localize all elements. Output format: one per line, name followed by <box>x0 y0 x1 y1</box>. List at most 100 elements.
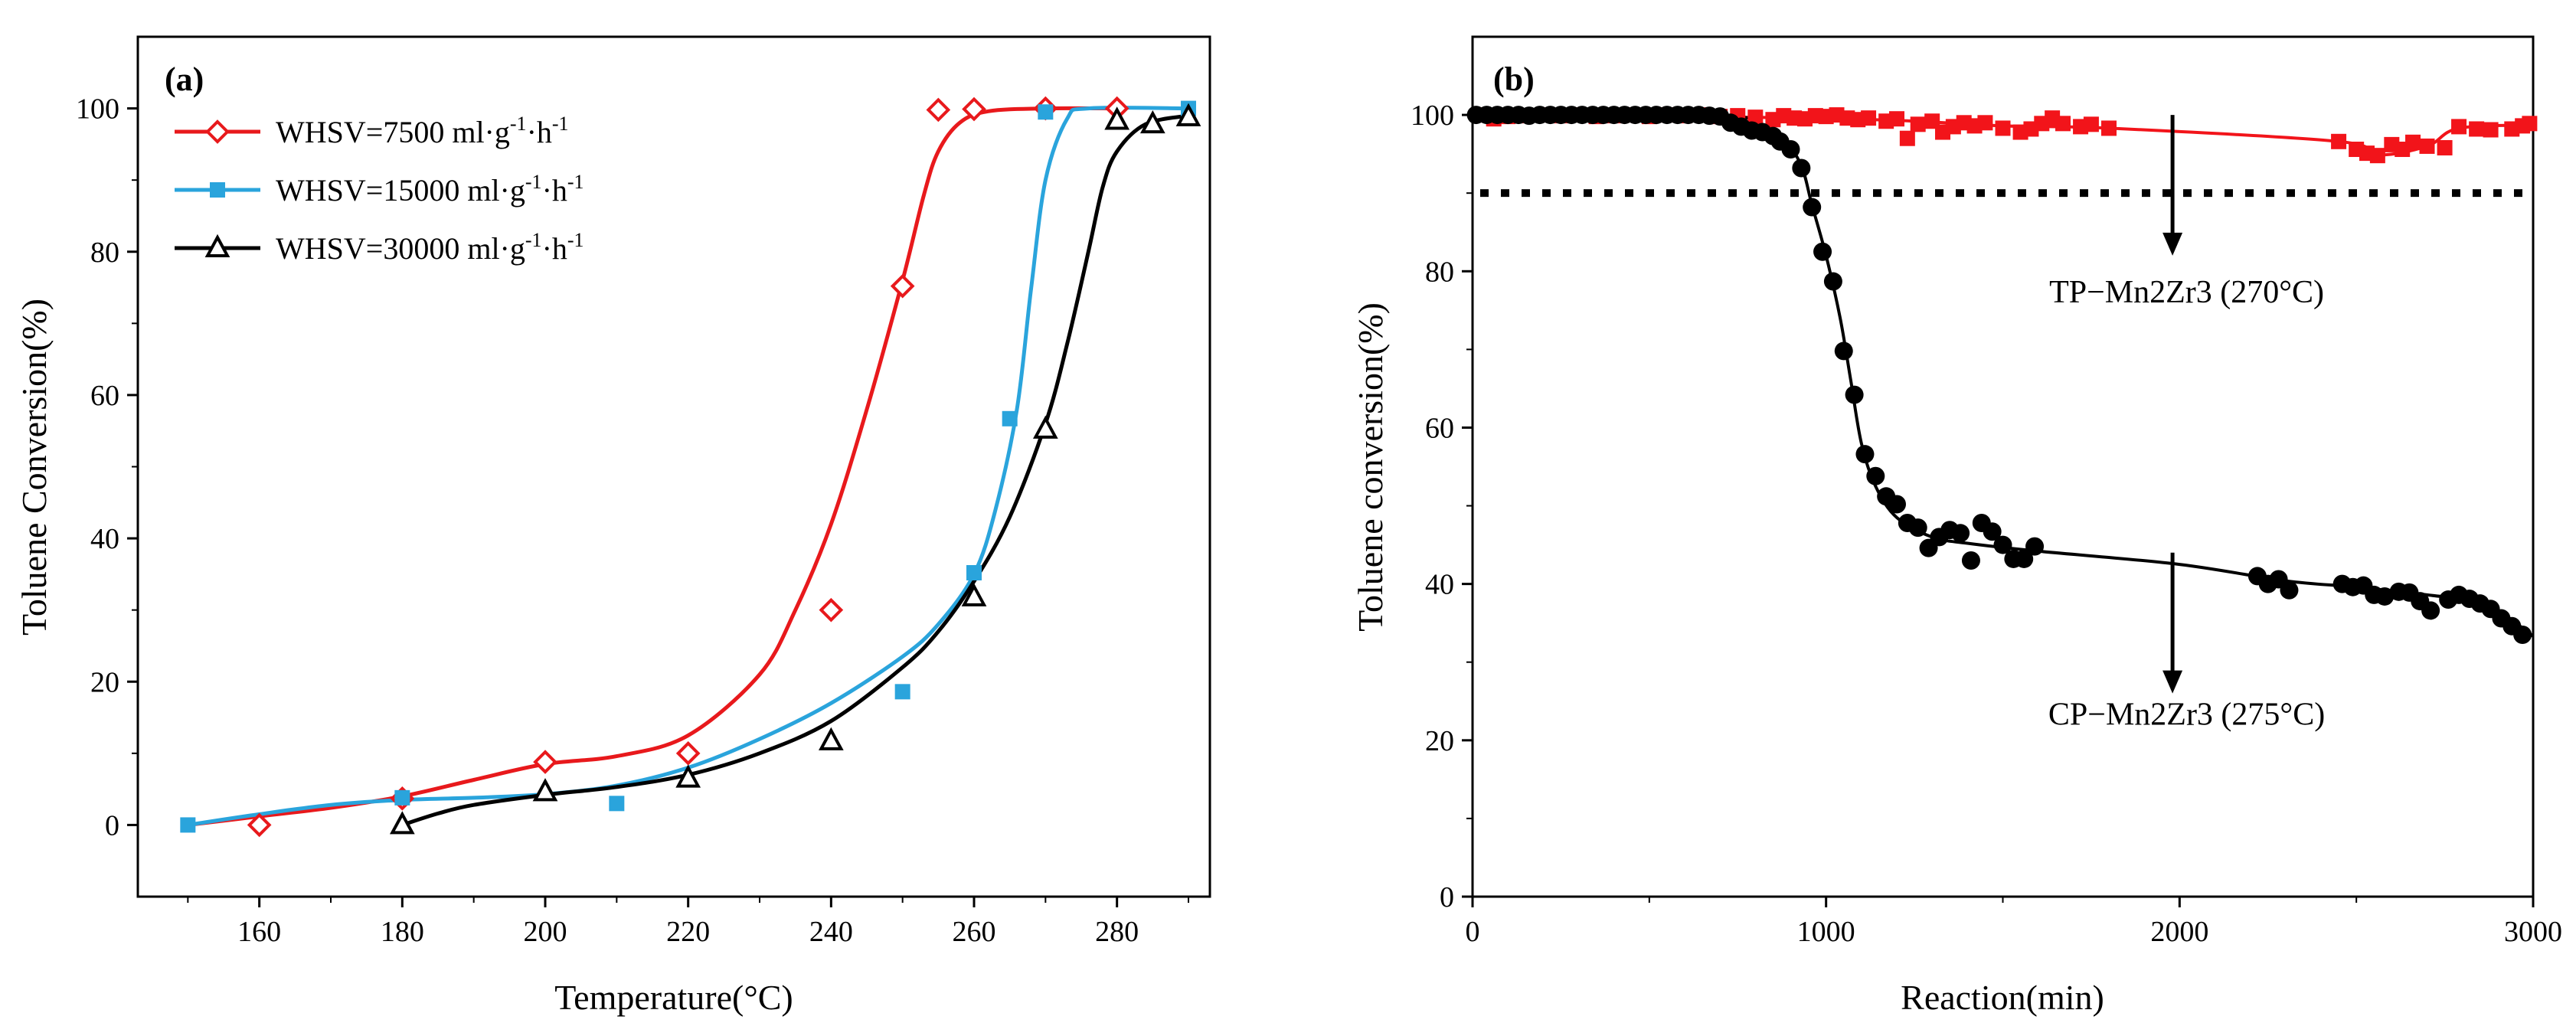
chart-panel-b: 0 1000 2000 3000 0 20 40 60 80 100 TP−Mn2Zr3 (270… <box>1351 35 2562 1017</box>
data-point <box>1803 198 1822 217</box>
data-point <box>2025 537 2045 556</box>
data-point <box>1993 535 2012 554</box>
series-line <box>187 106 1117 827</box>
x-tick-label: 2000 <box>2150 916 2208 948</box>
x-tick-label: 1000 <box>1797 916 1855 948</box>
data-point <box>890 273 915 299</box>
legend-label: WHSV=30000 ml·g-1·h-1 <box>276 229 584 266</box>
data-point <box>2101 120 2117 136</box>
series-line <box>401 113 1189 827</box>
data-point <box>1175 103 1201 126</box>
data-markers-a <box>180 96 1201 838</box>
y-tick-label: 0 <box>105 809 119 842</box>
data-point <box>180 817 196 833</box>
data-point <box>1951 524 1970 543</box>
data-point <box>1104 106 1130 130</box>
y-axis-label-a: Toluene Conversion(%) <box>15 299 54 636</box>
data-point <box>818 727 844 750</box>
data-point <box>2083 116 2099 132</box>
y-tick-label: 80 <box>90 237 119 269</box>
data-point <box>2483 122 2499 138</box>
annotation-label: CP−Mn2Zr3 (275°C) <box>2048 697 2325 732</box>
x-tick-label: 3000 <box>2504 916 2562 948</box>
data-point <box>2280 580 2299 600</box>
data-point <box>1888 495 1906 514</box>
data-point <box>894 684 910 700</box>
y-tick-label: 20 <box>1425 725 1454 757</box>
data-point <box>1861 110 1877 126</box>
data-point <box>205 119 230 144</box>
data-point <box>819 597 844 623</box>
data-point <box>2419 138 2435 154</box>
data-point <box>926 97 951 123</box>
x-axis-label-a: Temperature(°C) <box>554 978 793 1017</box>
data-point <box>204 234 230 257</box>
data-point <box>966 565 982 581</box>
data-point <box>389 811 415 835</box>
data-point <box>1889 111 1904 127</box>
data-point <box>609 796 625 812</box>
data-point <box>1910 116 1926 132</box>
data-point <box>2437 139 2453 155</box>
data-point <box>1855 445 1875 464</box>
data-point <box>532 778 558 802</box>
y-tick-label: 40 <box>90 523 119 555</box>
data-point <box>2405 134 2421 150</box>
data-point <box>1845 385 1864 404</box>
x-tick-label: 180 <box>381 916 424 948</box>
data-point <box>962 96 986 122</box>
data-point <box>2015 549 2034 568</box>
arrow-head <box>2162 232 2183 256</box>
data-point <box>210 182 225 198</box>
legend-label: WHSV=7500 ml·g-1·h-1 <box>276 113 569 149</box>
y-tick-label: 40 <box>1425 569 1454 601</box>
panel-label-a: (a) <box>165 60 204 98</box>
arrow-head <box>2162 670 2183 694</box>
y-tick-label: 0 <box>1440 881 1454 913</box>
x-tick-label: 260 <box>953 916 996 948</box>
data-point <box>675 764 701 788</box>
data-point <box>1899 130 1915 146</box>
data-point <box>533 750 557 774</box>
data-point <box>2369 148 2385 164</box>
data-point <box>247 812 272 838</box>
data-point <box>2469 121 2485 137</box>
data-point <box>1032 415 1058 439</box>
data-point <box>1823 272 1842 291</box>
data-markers-b <box>1466 106 2538 644</box>
data-point <box>1139 109 1165 134</box>
data-point <box>2421 601 2440 620</box>
data-point <box>2375 587 2395 606</box>
fit-lines-a <box>187 106 1189 827</box>
annotations-b: TP−Mn2Zr3 (270°C) CP−Mn2Zr3 (275°C) <box>2048 115 2325 732</box>
y-tick-label: 100 <box>76 93 119 126</box>
x-tick-label: 0 <box>1466 916 1480 948</box>
data-point <box>1747 109 1764 126</box>
data-point <box>675 741 701 766</box>
data-point <box>2331 133 2347 149</box>
series-line <box>187 106 1189 827</box>
legend-label: WHSV=15000 ml·g-1·h-1 <box>276 171 584 208</box>
data-point <box>1002 410 1018 426</box>
x-axis-label-b: Reaction(min) <box>1901 978 2104 1017</box>
y-tick-label: 60 <box>1425 412 1454 444</box>
y-tick-label: 100 <box>1411 100 1454 132</box>
data-point <box>961 583 987 606</box>
data-point <box>2522 116 2538 132</box>
data-point <box>1834 342 1853 361</box>
data-point <box>2055 116 2071 132</box>
x-tick-label: 160 <box>237 916 281 948</box>
data-point <box>2451 119 2467 135</box>
data-point <box>1866 466 1885 485</box>
x-tick-label: 220 <box>666 916 710 948</box>
y-tick-label: 60 <box>90 380 119 412</box>
legend-a: WHSV=7500 ml·g-1·h-1 WHSV=15000 ml·g-1·h-… <box>175 113 584 266</box>
data-point <box>1038 104 1054 120</box>
y-tick-label: 80 <box>1425 256 1454 288</box>
panel-label-b: (b) <box>1493 60 1535 98</box>
data-point <box>394 789 410 806</box>
plot-frame-b <box>1471 35 2535 898</box>
data-point <box>1983 522 2002 541</box>
data-point <box>1813 242 1832 261</box>
